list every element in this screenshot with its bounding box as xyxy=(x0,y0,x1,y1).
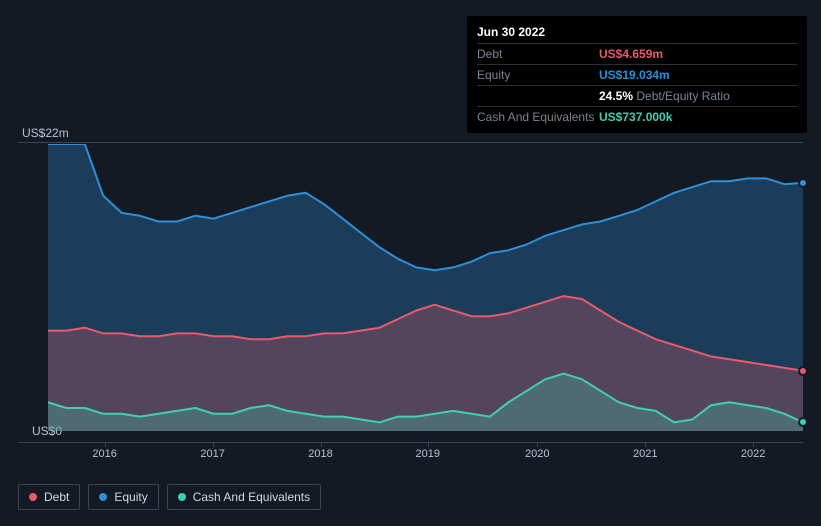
x-tick-label: 2020 xyxy=(525,448,549,460)
series-end-marker xyxy=(798,366,808,376)
x-tick-line xyxy=(428,442,429,447)
x-tick-line xyxy=(753,442,754,447)
x-tick-line xyxy=(105,442,106,447)
legend: Debt Equity Cash And Equivalents xyxy=(18,484,321,510)
tooltip-row: DebtUS$4.659m xyxy=(477,43,797,64)
x-tick-label: 2022 xyxy=(741,448,765,460)
tooltip-row-value: US$19.034m xyxy=(599,68,797,82)
x-tick-line xyxy=(213,442,214,447)
legend-item[interactable]: Debt xyxy=(18,484,80,510)
x-tick-line xyxy=(321,442,322,447)
chart-plot-area xyxy=(48,144,803,431)
tooltip-row: Cash And EquivalentsUS$737.000k xyxy=(477,106,797,127)
legend-label: Debt xyxy=(44,490,69,504)
tooltip-row-label: Cash And Equivalents xyxy=(477,110,599,124)
legend-item[interactable]: Equity xyxy=(88,484,158,510)
series-end-marker xyxy=(798,178,808,188)
tooltip-row: EquityUS$19.034m xyxy=(477,64,797,85)
gridline-top xyxy=(18,142,803,143)
x-tick-line xyxy=(645,442,646,447)
legend-dot-icon xyxy=(99,493,107,501)
tooltip-date: Jun 30 2022 xyxy=(477,22,797,43)
legend-label: Equity xyxy=(114,490,147,504)
tooltip-row-value: US$4.659m xyxy=(599,47,797,61)
y-axis-max-label: US$22m xyxy=(22,126,69,140)
series-end-marker xyxy=(798,417,808,427)
x-tick-label: 2018 xyxy=(308,448,332,460)
gridline-bottom xyxy=(18,442,803,443)
tooltip-row-value: 24.5% Debt/Equity Ratio xyxy=(599,89,797,103)
x-tick-label: 2019 xyxy=(416,448,440,460)
tooltip-row-label: Equity xyxy=(477,68,599,82)
legend-dot-icon xyxy=(29,493,37,501)
tooltip-row-label: Debt xyxy=(477,47,599,61)
legend-label: Cash And Equivalents xyxy=(193,490,310,504)
tooltip-row: 24.5% Debt/Equity Ratio xyxy=(477,85,797,106)
tooltip-row-label xyxy=(477,89,599,103)
tooltip-row-value: US$737.000k xyxy=(599,110,797,124)
x-tick-label: 2017 xyxy=(200,448,224,460)
financial-chart[interactable]: US$22m US$0 2016201720182019202020212022 xyxy=(18,131,803,431)
hover-tooltip: Jun 30 2022 DebtUS$4.659mEquityUS$19.034… xyxy=(467,16,807,133)
legend-dot-icon xyxy=(178,493,186,501)
x-tick-label: 2016 xyxy=(92,448,116,460)
legend-item[interactable]: Cash And Equivalents xyxy=(167,484,321,510)
x-tick-line xyxy=(537,442,538,447)
x-tick-label: 2021 xyxy=(633,448,657,460)
